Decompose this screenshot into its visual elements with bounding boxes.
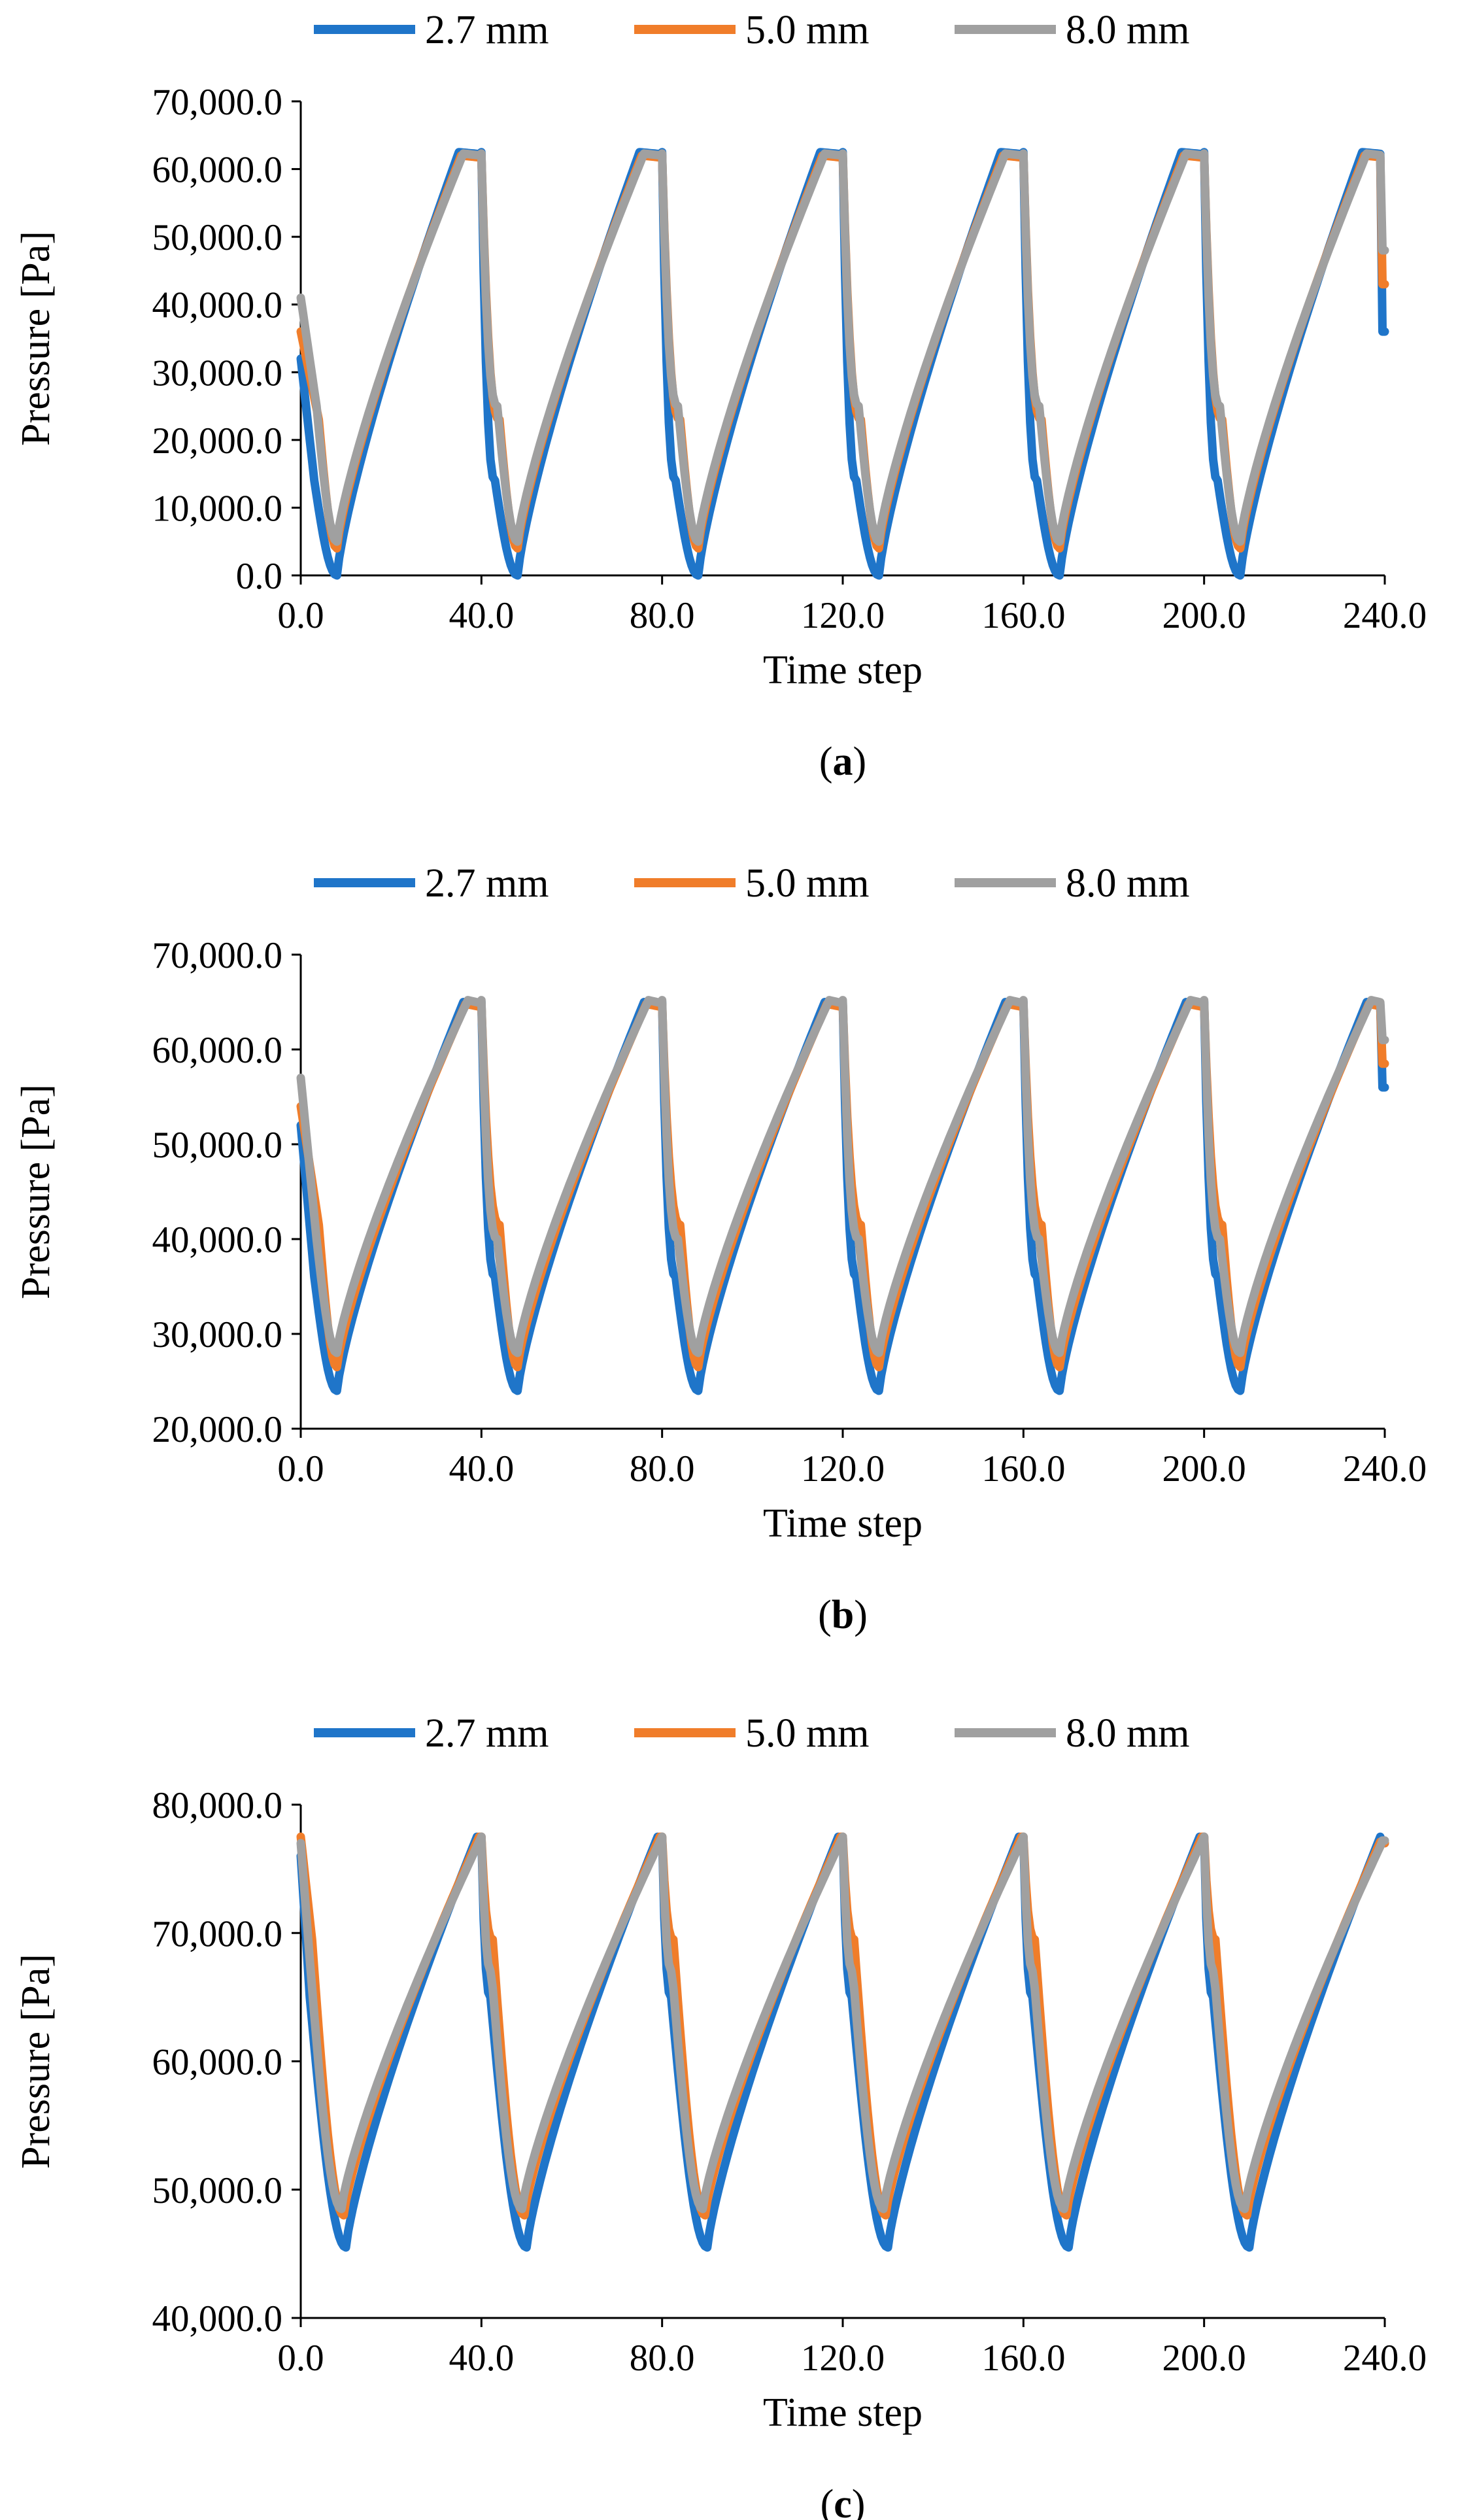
x-tick-label: 80.0 [630, 2338, 695, 2379]
chart-a: 2.7 mm 5.0 mm 8.0 mm 0.0 10,000.0 20,000.0 30,… [14, 8, 1427, 784]
x-tick-label: 0.0 [277, 2338, 324, 2379]
legend: 2.7 mm 5.0 mm 8.0 mm [314, 8, 1189, 52]
series-line-8-0-mm [296, 149, 1389, 546]
x-tick-label: 80.0 [630, 1448, 695, 1490]
legend-label-1: 2.7 mm [425, 861, 549, 906]
legend-label-2: 5.0 mm [745, 8, 869, 52]
y-tick-label: 70,000.0 [152, 82, 283, 123]
y-tick-label: 50,000.0 [152, 1125, 283, 1166]
y-tick-label: 30,000.0 [152, 1314, 283, 1355]
y-tick-label: 40,000.0 [152, 2298, 283, 2340]
caption: (a) [819, 740, 866, 784]
series-line-8-0-mm [296, 996, 1389, 1357]
x-tick-label: 40.0 [449, 1448, 514, 1490]
y-tick-label: 60,000.0 [152, 2042, 283, 2083]
x-tick-label: 40.0 [449, 595, 514, 636]
y-tick-label: 60,000.0 [152, 150, 283, 191]
y-tick-label: 20,000.0 [152, 1409, 283, 1450]
caption: (b) [818, 1593, 868, 1637]
y-axis-title: Pressure [Pa] [14, 1954, 58, 2169]
y-tick-label: 40,000.0 [152, 1219, 283, 1261]
x-tick-label: 40.0 [449, 2338, 514, 2379]
x-tick-label: 240.0 [1343, 2338, 1427, 2379]
y-axis-title: Pressure [Pa] [14, 1084, 58, 1299]
chart-b: 2.7 mm 5.0 mm 8.0 mm 20,000.0 30,000.0 40,000… [14, 861, 1427, 1637]
y-tick-label: 0.0 [236, 556, 282, 597]
x-tick-label: 0.0 [277, 1448, 324, 1490]
x-tick-label: 200.0 [1162, 2338, 1246, 2379]
caption-letter: a [833, 740, 853, 784]
caption: (c) [821, 2482, 866, 2520]
series-line-8-0-mm [296, 1832, 1389, 2213]
y-tick-label: 70,000.0 [152, 1913, 283, 1954]
y-tick-label: 70,000.0 [152, 935, 283, 976]
x-tick-label: 240.0 [1343, 595, 1427, 636]
x-axis-title: Time step [763, 1501, 923, 1546]
legend-label-2: 5.0 mm [745, 861, 869, 906]
caption-letter: c [834, 2482, 852, 2520]
legend: 2.7 mm 5.0 mm 8.0 mm [314, 1711, 1189, 1756]
x-tick-label: 160.0 [981, 1448, 1065, 1490]
x-tick-label: 80.0 [630, 595, 695, 636]
x-tick-label: 160.0 [981, 595, 1065, 636]
y-tick-label: 20,000.0 [152, 420, 283, 462]
x-tick-label: 160.0 [981, 2338, 1065, 2379]
legend-label-3: 8.0 mm [1066, 861, 1189, 906]
y-tick-label: 60,000.0 [152, 1030, 283, 1071]
caption-letter: b [832, 1593, 854, 1637]
legend-label-2: 5.0 mm [745, 1711, 869, 1756]
y-axis-title: Pressure [Pa] [14, 231, 58, 446]
x-tick-label: 0.0 [277, 595, 324, 636]
legend-label-1: 2.7 mm [425, 8, 549, 52]
x-tick-label: 200.0 [1162, 1448, 1246, 1490]
y-tick-label: 80,000.0 [152, 1785, 283, 1826]
y-tick-label: 30,000.0 [152, 352, 283, 394]
chart-c: 2.7 mm 5.0 mm 8.0 mm 40,000.0 50,000.0 60,000… [14, 1711, 1427, 2520]
legend-label-3: 8.0 mm [1066, 8, 1189, 52]
y-tick-label: 50,000.0 [152, 217, 283, 258]
x-tick-label: 120.0 [801, 595, 885, 636]
legend-label-3: 8.0 mm [1066, 1711, 1189, 1756]
y-tick-label: 10,000.0 [152, 488, 283, 529]
x-axis-title: Time step [763, 648, 923, 692]
y-tick-label: 50,000.0 [152, 2170, 283, 2211]
legend: 2.7 mm 5.0 mm 8.0 mm [314, 861, 1189, 906]
y-tick-label: 40,000.0 [152, 285, 283, 326]
legend-label-1: 2.7 mm [425, 1711, 549, 1756]
x-tick-label: 120.0 [801, 1448, 885, 1490]
x-axis-title: Time step [763, 2391, 923, 2435]
x-tick-label: 200.0 [1162, 595, 1246, 636]
x-tick-label: 240.0 [1343, 1448, 1427, 1490]
x-tick-label: 120.0 [801, 2338, 885, 2379]
